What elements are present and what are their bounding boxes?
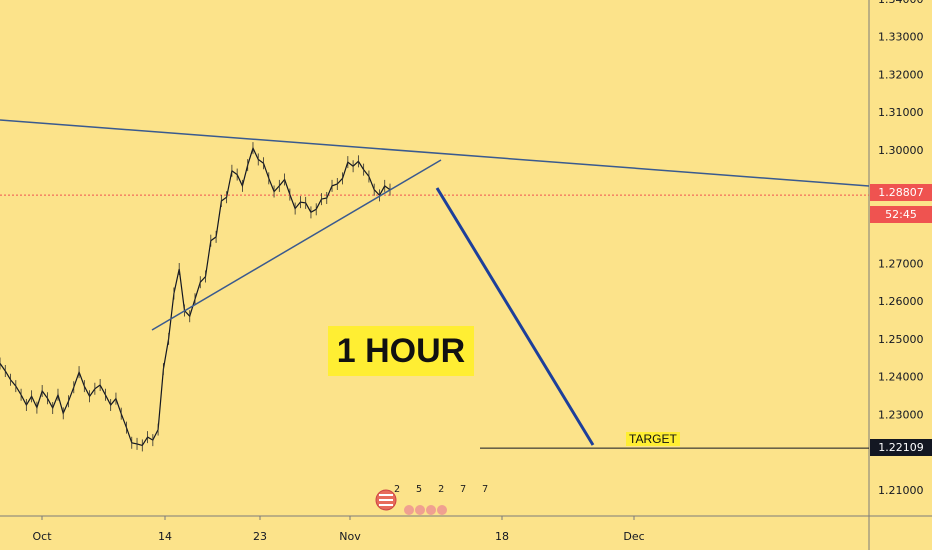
news-events-count: 2 5 2 7 7 [394, 484, 494, 495]
support-trendline [151, 159, 442, 331]
y-tick-label: 1.21000 [878, 484, 924, 497]
x-tick-label: 23 [253, 530, 267, 543]
y-tick-label: 1.32000 [878, 68, 924, 81]
y-tick-label: 1.33000 [878, 31, 924, 44]
x-tick-label: Dec [623, 530, 644, 543]
flag-icon [375, 489, 447, 515]
y-tick-label: 1.25000 [878, 333, 924, 346]
y-tick-label: 1.34000 [878, 0, 924, 6]
x-tick-label: Nov [339, 530, 361, 543]
chart-title: 1 HOUR [328, 326, 474, 376]
target-price-tag: 1.22109 [870, 439, 932, 456]
x-tick-label: 14 [158, 530, 172, 543]
x-tick-label: 18 [495, 530, 509, 543]
target-label: TARGET [626, 432, 680, 446]
y-tick-label: 1.24000 [878, 371, 924, 384]
y-tick-label: 1.26000 [878, 295, 924, 308]
y-tick-label: 1.31000 [878, 106, 924, 119]
y-tick-label: 1.27000 [878, 257, 924, 270]
resistance-trendline [0, 119, 870, 187]
x-tick-label: Oct [32, 530, 52, 543]
news-events-badge[interactable] [374, 482, 464, 516]
current-price-tag: 1.28807 [870, 184, 932, 201]
y-tick-label: 1.30000 [878, 144, 924, 157]
projection-line [435, 187, 595, 446]
y-tick-label: 1.23000 [878, 408, 924, 421]
countdown-tag: 52:45 [870, 206, 932, 223]
